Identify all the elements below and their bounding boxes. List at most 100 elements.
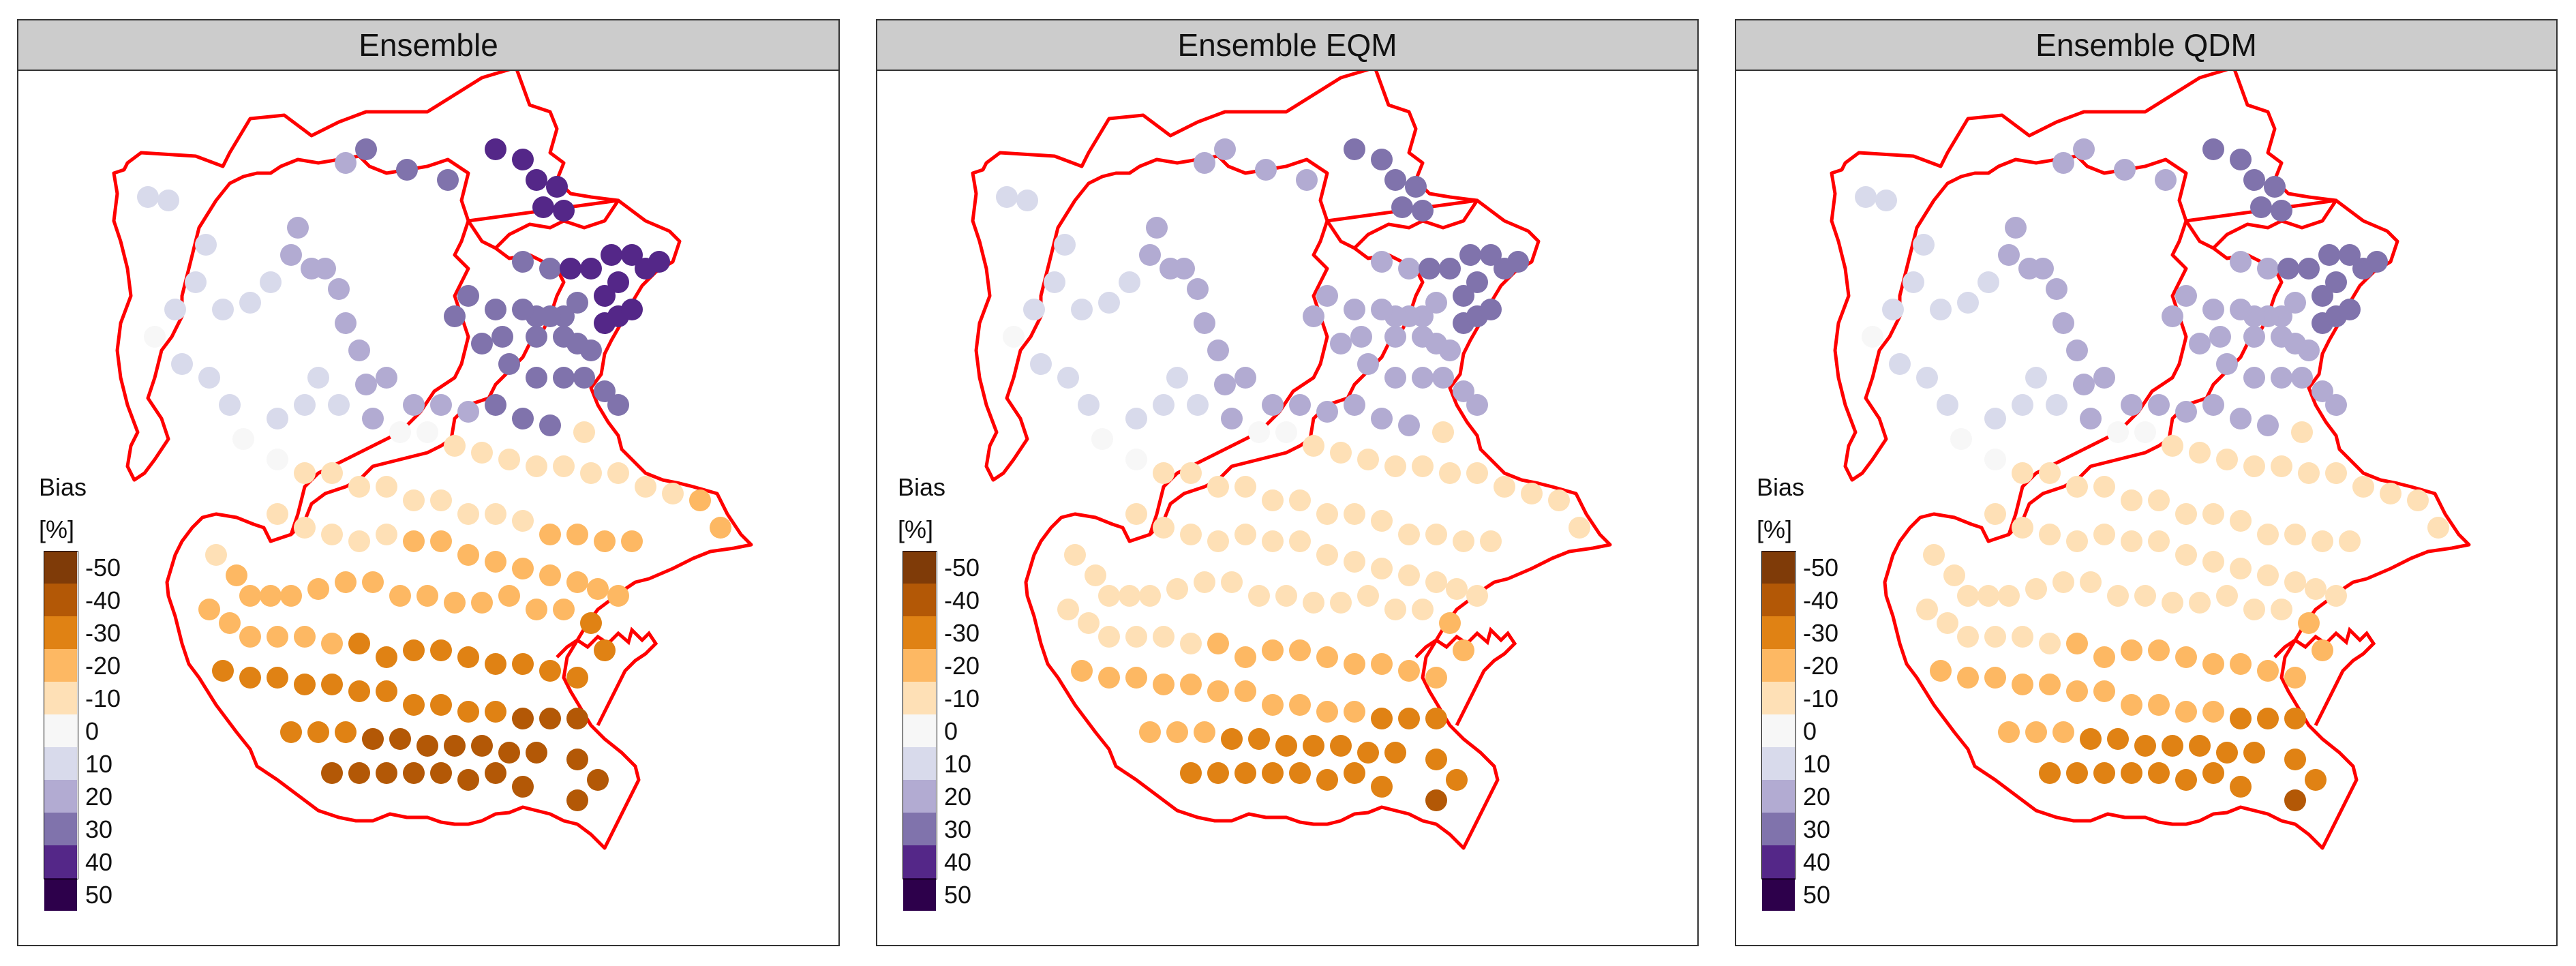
station-marker xyxy=(2202,762,2224,784)
station-marker xyxy=(2243,326,2265,348)
legend-swatch xyxy=(903,584,936,616)
station-marker xyxy=(1054,234,1076,256)
legend-label: 40 xyxy=(1803,848,1831,876)
station-marker xyxy=(1166,578,1188,600)
legend-item: -30 xyxy=(39,616,175,649)
station-marker xyxy=(1187,394,1209,416)
station-marker xyxy=(1998,721,2020,743)
station-marker xyxy=(376,367,397,389)
station-marker xyxy=(2271,200,2292,222)
station-marker xyxy=(601,244,622,266)
station-marker xyxy=(566,708,588,729)
station-marker xyxy=(2305,769,2327,791)
station-marker xyxy=(1916,599,1938,620)
station-marker xyxy=(2066,680,2088,702)
panel-title: Ensemble xyxy=(17,19,840,71)
station-marker xyxy=(2298,258,2320,280)
legend-label: 0 xyxy=(1803,717,1817,745)
station-marker xyxy=(1425,667,1447,689)
station-marker xyxy=(1548,489,1570,511)
station-marker xyxy=(539,414,561,436)
station-marker xyxy=(2284,524,2306,545)
colour-legend: Bias [%] -50 -40 -30 -20 -10 0 10 20 30 40 50 xyxy=(39,466,121,911)
station-marker xyxy=(2107,728,2129,750)
station-marker xyxy=(2052,152,2074,174)
station-marker xyxy=(2312,285,2333,307)
station-marker xyxy=(444,435,466,457)
station-marker xyxy=(1234,476,1256,498)
station-marker xyxy=(403,694,425,716)
station-marker xyxy=(1453,285,1474,307)
station-marker xyxy=(573,421,595,443)
station-marker xyxy=(1180,524,1202,545)
legend-title: Bias xyxy=(1757,473,1805,501)
station-marker xyxy=(566,524,588,545)
station-marker xyxy=(2271,455,2292,477)
station-marker xyxy=(1289,394,1311,416)
map-panel: Ensemble Bias [%] -50 -40 -30 -20 -10 0 10 20 30 40 5… xyxy=(17,19,840,946)
legend-item: 0 xyxy=(1757,714,1893,747)
station-marker xyxy=(267,449,288,470)
station-marker xyxy=(1153,517,1175,539)
legend-item: 0 xyxy=(898,714,1034,747)
station-marker xyxy=(2243,455,2265,477)
legend-swatch xyxy=(44,878,77,911)
station-marker xyxy=(280,721,302,743)
station-marker xyxy=(1262,762,1284,784)
station-marker xyxy=(198,599,220,620)
station-marker xyxy=(2339,299,2361,320)
station-marker xyxy=(1234,367,1256,389)
station-marker xyxy=(280,244,302,266)
station-marker xyxy=(2277,258,2299,280)
region-boundary xyxy=(1830,71,2471,850)
station-marker xyxy=(1425,749,1447,770)
station-marker xyxy=(1275,421,1297,443)
station-marker xyxy=(335,721,357,743)
station-marker xyxy=(1466,394,1488,416)
station-marker xyxy=(1330,735,1352,757)
station-marker xyxy=(1412,367,1434,389)
station-marker xyxy=(607,271,629,293)
station-marker xyxy=(2230,653,2252,675)
internal-boundary xyxy=(2007,198,2338,535)
station-marker xyxy=(457,285,479,307)
station-marker xyxy=(1412,200,1434,222)
station-marker xyxy=(1207,762,1229,784)
station-marker xyxy=(1091,428,1113,450)
station-marker xyxy=(2080,571,2102,593)
station-marker xyxy=(198,367,220,389)
station-marker xyxy=(157,190,179,211)
station-marker xyxy=(2052,721,2074,743)
station-marker xyxy=(1289,762,1311,784)
station-marker xyxy=(689,489,711,511)
station-marker xyxy=(2066,762,2088,784)
station-marker xyxy=(1316,503,1338,525)
station-marker xyxy=(2148,530,2170,552)
station-marker xyxy=(389,728,411,750)
station-marker xyxy=(2202,299,2224,320)
station-marker xyxy=(2202,653,2224,675)
station-marker xyxy=(2175,401,2197,423)
station-marker xyxy=(1903,271,1924,293)
station-marker xyxy=(1950,428,1972,450)
legend-label: 50 xyxy=(85,881,113,909)
station-marker xyxy=(594,380,616,402)
legend-item: 30 xyxy=(39,813,175,845)
station-marker xyxy=(1344,299,1365,320)
station-marker xyxy=(539,708,561,729)
station-marker xyxy=(1316,544,1338,566)
station-marker xyxy=(2189,442,2211,464)
station-marker xyxy=(1384,169,1406,191)
station-marker xyxy=(1180,762,1202,784)
legend-unit: [%] xyxy=(39,515,75,543)
station-marker xyxy=(1255,159,1277,181)
legend-swatch xyxy=(903,813,936,845)
station-marker xyxy=(348,633,370,654)
station-marker xyxy=(1085,564,1106,586)
station-marker xyxy=(526,599,547,620)
legend-label: 40 xyxy=(85,848,113,876)
station-marker xyxy=(553,367,575,389)
station-marker xyxy=(2121,762,2142,784)
legend-item: -50 xyxy=(898,551,1034,584)
legend-item: 20 xyxy=(39,780,175,813)
